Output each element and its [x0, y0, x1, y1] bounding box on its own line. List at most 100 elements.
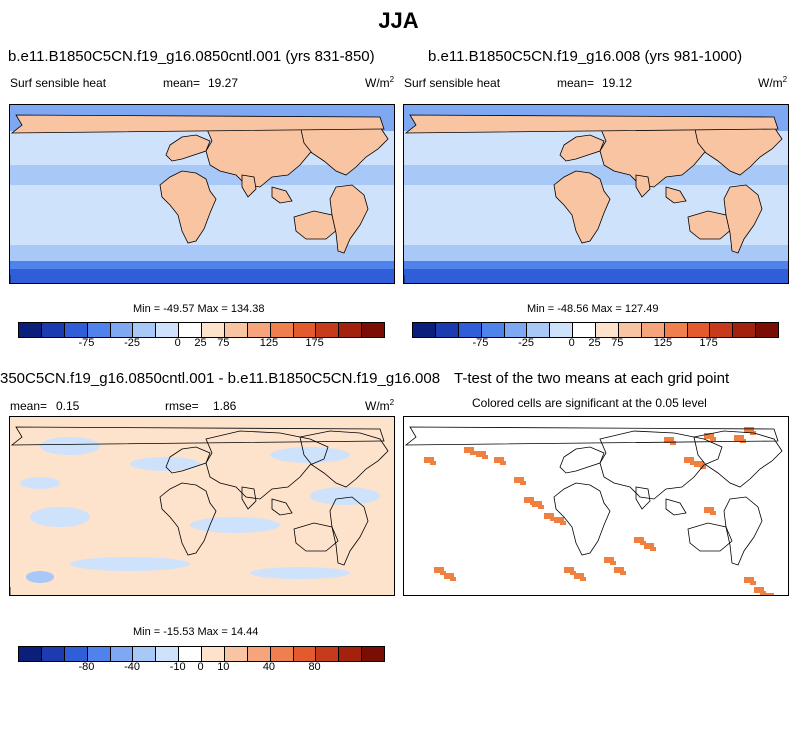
colorbar-swatch	[362, 647, 384, 661]
difference-field	[10, 417, 394, 595]
colorbar-swatch	[87, 647, 111, 661]
case2-mean-label: mean=	[557, 76, 595, 90]
colorbar-swatch	[710, 323, 734, 337]
colorbar-tick-label: -10	[169, 661, 186, 673]
colorbar-swatch	[247, 647, 271, 661]
colorbar-swatch	[481, 323, 505, 337]
case1-colorbar	[18, 322, 385, 338]
colorbar-swatch	[550, 323, 574, 337]
colorbar-swatch	[224, 323, 248, 337]
colorbar-swatch	[435, 323, 459, 337]
colorbar-tick-label: 40	[262, 661, 276, 673]
colorbar-swatch	[110, 647, 134, 661]
colorbar-tick-label: 10	[217, 661, 230, 673]
colorbar-swatch	[87, 323, 111, 337]
colorbar-swatch	[156, 647, 180, 661]
colorbar-swatch	[664, 323, 688, 337]
colorbar-swatch	[362, 323, 384, 337]
colorbar-swatch	[458, 323, 482, 337]
case1-variable: Surf sensible heat	[10, 76, 107, 90]
colorbar-swatch	[110, 323, 134, 337]
colorbar-tick-label: -75	[78, 337, 95, 349]
colorbar-swatch	[504, 323, 528, 337]
case1-title: b.e11.B1850C5CN.f19_g16.0850cntl.001 (yr…	[8, 48, 375, 65]
colorbar-swatch	[527, 323, 551, 337]
case2-units: W/m2	[758, 75, 788, 90]
colorbar-swatch	[247, 323, 271, 337]
colorbar-swatch	[41, 323, 65, 337]
difference-mean-label: mean=	[10, 399, 48, 413]
colorbar-tick-label: 25	[194, 337, 207, 349]
colorbar-swatch	[316, 647, 340, 661]
colorbar-tick-label: -25	[124, 337, 141, 349]
case1-units: W/m2	[365, 75, 395, 90]
colorbar-swatch	[64, 647, 88, 661]
difference-title: 350C5CN.f19_g16.0850cntl.001 - b.e11.B18…	[0, 370, 441, 387]
colorbar-tick-label: -40	[124, 661, 141, 673]
colorbar-tick-label: 80	[308, 661, 321, 673]
colorbar-swatch	[641, 323, 665, 337]
case1-mean-label: mean=	[163, 76, 201, 90]
difference-map	[9, 416, 395, 596]
colorbar-swatch	[19, 647, 42, 661]
colorbar-swatch	[41, 647, 65, 661]
colorbar-swatch	[687, 323, 711, 337]
ttest-map	[403, 416, 789, 596]
colorbar-swatch	[64, 323, 88, 337]
colorbar-swatch	[413, 323, 436, 337]
colorbar-swatch	[618, 323, 642, 337]
colorbar-swatch	[133, 323, 157, 337]
colorbar-swatch	[179, 323, 202, 337]
case2-mean-value: 19.12	[602, 76, 633, 90]
colorbar-swatch	[756, 323, 778, 337]
colorbar-tick-label: 175	[699, 337, 718, 349]
colorbar-tick-label: -75	[472, 337, 489, 349]
difference-mean-value: 0.15	[56, 399, 80, 413]
case2-colorbar	[412, 322, 779, 338]
ttest-field	[404, 417, 788, 595]
colorbar-swatch	[573, 323, 596, 337]
colorbar-tick-label: 75	[611, 337, 624, 349]
colorbar-tick-label: 0	[568, 337, 575, 349]
case2-min-max: Min = -48.56 Max = 127.49	[527, 303, 659, 315]
colorbar-tick-label: 125	[653, 337, 673, 349]
colorbar-swatch	[270, 647, 294, 661]
colorbar-tick-label: 125	[259, 337, 279, 349]
colorbar-swatch	[316, 323, 340, 337]
colorbar-swatch	[19, 323, 42, 337]
colorbar-tick-label: -25	[518, 337, 535, 349]
colorbar-swatch	[156, 323, 180, 337]
colorbar-swatch	[339, 323, 363, 337]
case1-map	[9, 104, 395, 284]
difference-rmse-label: rmse=	[165, 399, 199, 413]
colorbar-swatch	[202, 323, 225, 337]
colorbar-swatch	[202, 647, 225, 661]
colorbar-tick-label: -80	[78, 661, 95, 673]
colorbar-swatch	[293, 647, 317, 661]
case2-title: b.e11.B1850C5CN.f19_g16.008 (yrs 981-100…	[428, 48, 743, 65]
ttest-title: T-test of the two means at each grid poi…	[454, 370, 730, 387]
difference-colorbar	[18, 646, 385, 662]
case1-mean-value: 19.27	[208, 76, 239, 90]
case2-variable: Surf sensible heat	[404, 76, 501, 90]
case2-field	[404, 105, 788, 283]
colorbar-tick-label: 0	[174, 337, 181, 349]
colorbar-tick-label: 175	[305, 337, 324, 349]
colorbar-swatch	[270, 323, 294, 337]
colorbar-swatch	[596, 323, 619, 337]
colorbar-swatch	[179, 647, 202, 661]
colorbar-swatch	[133, 647, 157, 661]
difference-units: W/m2	[365, 398, 395, 413]
case2-map	[403, 104, 789, 284]
colorbar-tick-label: 75	[217, 337, 230, 349]
colorbar-tick-label: 25	[588, 337, 601, 349]
colorbar-swatch	[339, 647, 363, 661]
colorbar-swatch	[293, 323, 317, 337]
colorbar-tick-label: 0	[197, 661, 204, 673]
case1-min-max: Min = -49.57 Max = 134.38	[133, 303, 265, 315]
difference-min-max: Min = -15.53 Max = 14.44	[133, 626, 259, 638]
case1-field	[10, 105, 394, 283]
difference-rmse-value: 1.86	[213, 399, 237, 413]
colorbar-swatch	[733, 323, 757, 337]
colorbar-swatch	[224, 647, 248, 661]
